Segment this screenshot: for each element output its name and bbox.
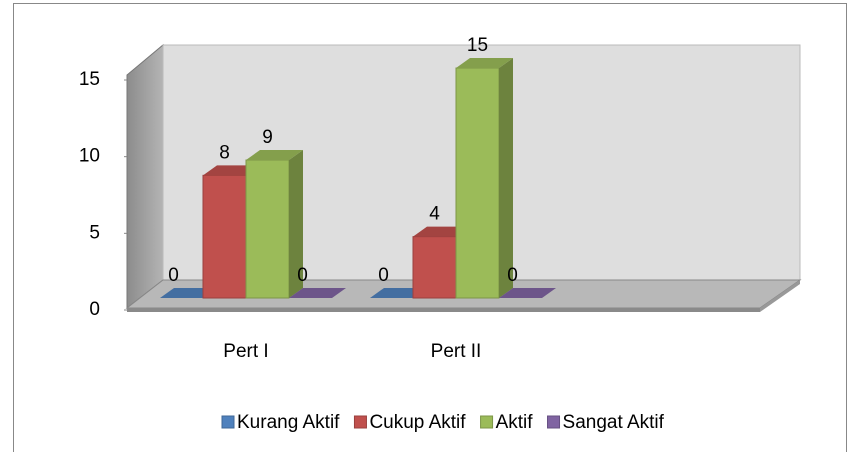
bar-top <box>456 58 513 68</box>
bar <box>289 288 346 298</box>
value-label: 0 <box>297 265 308 286</box>
bar-top <box>289 288 346 298</box>
bar-front <box>455 67 500 299</box>
bar-front <box>202 174 247 299</box>
value-label: 0 <box>168 265 179 286</box>
legend-label: Sangat Aktif <box>563 412 665 433</box>
bar-side <box>289 150 303 298</box>
y-tick-label: 0 <box>89 299 100 320</box>
y-tick-label: 5 <box>89 222 100 243</box>
side-wall <box>126 43 164 310</box>
bar <box>455 58 513 299</box>
bar-front <box>412 236 457 299</box>
value-label: 0 <box>507 265 518 286</box>
legend-label: Kurang Aktif <box>237 412 340 433</box>
bar-top <box>499 288 556 298</box>
legend-swatch <box>353 415 367 429</box>
value-label: 9 <box>262 127 273 148</box>
bar <box>245 150 303 299</box>
bar-front <box>245 159 290 299</box>
legend-label: Cukup Aktif <box>369 412 466 433</box>
legend-label: Aktif <box>496 412 534 433</box>
bar-top <box>246 150 303 160</box>
legend-swatch <box>221 415 235 429</box>
y-tick-label: 15 <box>79 69 100 90</box>
bar <box>499 288 556 298</box>
bar-side <box>499 58 513 298</box>
value-label: 0 <box>378 265 389 286</box>
floor-edge <box>760 280 800 312</box>
y-tick-label: 10 <box>79 146 100 167</box>
legend-swatch <box>547 415 561 429</box>
value-label: 8 <box>219 142 230 163</box>
floor-edge <box>127 308 760 312</box>
x-tick-label: Pert II <box>431 341 482 362</box>
x-tick-label: Pert I <box>223 341 268 362</box>
legend-swatch <box>480 415 494 429</box>
value-label: 15 <box>467 35 488 56</box>
value-label: 4 <box>429 204 440 225</box>
